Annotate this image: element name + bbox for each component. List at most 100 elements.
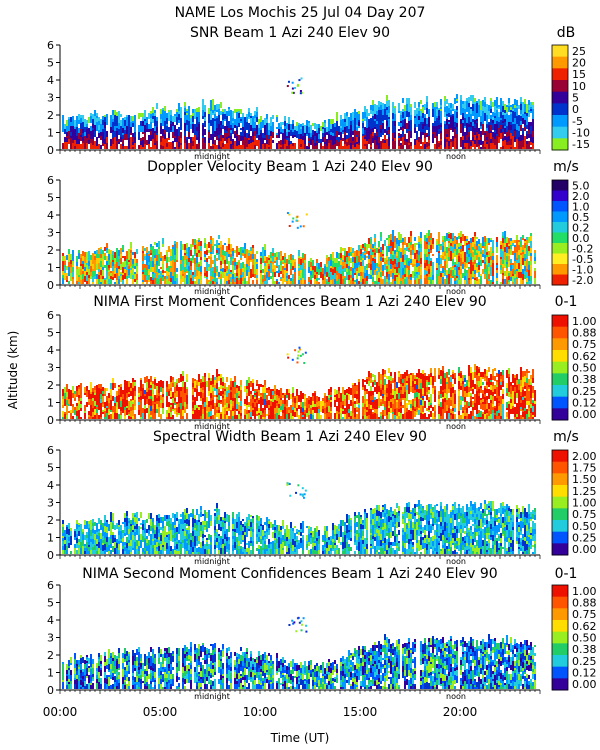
heatmap-cell (134, 274, 136, 279)
heatmap-cell (488, 251, 490, 255)
heatmap-cell (126, 251, 128, 256)
heatmap-cell (476, 277, 478, 281)
heatmap-cell (190, 137, 192, 139)
heatmap-cell (170, 272, 172, 278)
heatmap-cell (418, 107, 420, 109)
heatmap-cell (64, 256, 66, 261)
heatmap-cell (198, 392, 200, 396)
heatmap-cell (442, 270, 444, 273)
heatmap-cell (318, 263, 320, 269)
heatmap-cell (468, 262, 470, 264)
heatmap-cell (520, 258, 522, 264)
heatmap-cell (202, 376, 204, 382)
heatmap-cell (474, 278, 476, 280)
heatmap-cell (406, 243, 408, 247)
heatmap-cell (80, 135, 82, 137)
heatmap-cell (488, 111, 490, 114)
heatmap-cell (490, 256, 492, 260)
heatmap-cell (180, 397, 182, 403)
heatmap-cell (316, 145, 318, 149)
heatmap-cell (248, 144, 250, 149)
heatmap-cell (456, 134, 458, 137)
heatmap-cell (532, 125, 534, 131)
heatmap-cell (200, 416, 202, 419)
heatmap-cell (234, 394, 236, 398)
heatmap-cell (426, 276, 428, 279)
heatmap-cell (366, 249, 368, 251)
heatmap-cell (178, 103, 180, 109)
heatmap-cell (334, 139, 336, 144)
heatmap-cell (524, 120, 526, 125)
heatmap-cell (262, 282, 264, 284)
heatmap-cell (218, 111, 220, 115)
heatmap-cell (156, 135, 158, 141)
heatmap-cell (214, 411, 216, 415)
heatmap-cell (132, 142, 134, 145)
heatmap-cell (334, 263, 336, 267)
heatmap-cell (370, 275, 372, 279)
heatmap-cell (470, 269, 472, 274)
heatmap-cell (486, 144, 488, 149)
heatmap-cell (78, 282, 80, 284)
heatmap-cell (248, 128, 250, 131)
heatmap-cell (70, 254, 72, 260)
heatmap-cell (120, 411, 122, 415)
heatmap-cell (300, 270, 302, 273)
heatmap-cell (130, 401, 132, 407)
heatmap-cell (118, 279, 120, 284)
heatmap-cell (150, 114, 152, 118)
heatmap-cell (242, 117, 244, 123)
heatmap-cell (162, 277, 164, 281)
heatmap-cell (504, 131, 506, 134)
heatmap-cell (108, 260, 110, 265)
heatmap-cell (218, 132, 220, 135)
heatmap-cell (146, 392, 148, 395)
heatmap-cell (384, 258, 386, 262)
heatmap-cell (70, 143, 72, 145)
heatmap-cell (262, 120, 264, 123)
heatmap-cell (94, 260, 96, 265)
heatmap-cell (120, 272, 122, 274)
heatmap-cell (506, 112, 508, 114)
heatmap-cell (190, 258, 192, 261)
heatmap-cell (400, 138, 402, 141)
heatmap-cell (498, 105, 500, 107)
heatmap-cell (328, 131, 330, 134)
colorbar-label: -2.0 (572, 274, 593, 287)
heatmap-cell (204, 402, 206, 407)
heatmap-cell (494, 130, 496, 133)
heatmap-cell (194, 109, 196, 114)
heatmap-cell (410, 248, 412, 250)
heatmap-cell (196, 127, 198, 131)
heatmap-cell (146, 376, 148, 382)
heatmap-cell (378, 107, 380, 110)
heatmap-cell (256, 112, 258, 117)
heatmap-cell (74, 134, 76, 140)
heatmap-cell (448, 113, 450, 117)
heatmap-cell (286, 276, 288, 278)
heatmap-cell (380, 110, 382, 112)
heatmap-cell (438, 232, 440, 238)
heatmap-cell (176, 117, 178, 119)
heatmap-cell (92, 401, 94, 404)
heatmap-cell (78, 144, 80, 149)
heatmap-cell (376, 263, 378, 266)
heatmap-cell (78, 404, 80, 410)
heatmap-cell (154, 269, 156, 273)
heatmap-cell (460, 252, 462, 254)
heatmap-cell (392, 121, 394, 127)
heatmap-cell (412, 244, 414, 250)
heatmap-cell (400, 115, 402, 119)
heatmap-cell (126, 126, 128, 130)
heatmap-cell (456, 272, 458, 276)
heatmap-cell (354, 282, 356, 284)
heatmap-cell (512, 111, 514, 117)
heatmap-cell (250, 273, 252, 278)
heatmap-cell (244, 278, 246, 281)
heatmap-cell (392, 251, 394, 255)
heatmap-cell (204, 112, 206, 117)
heatmap-cell (128, 138, 130, 143)
heatmap-cell (518, 269, 520, 272)
heatmap-cell (524, 136, 526, 139)
heatmap-cell (458, 243, 460, 247)
